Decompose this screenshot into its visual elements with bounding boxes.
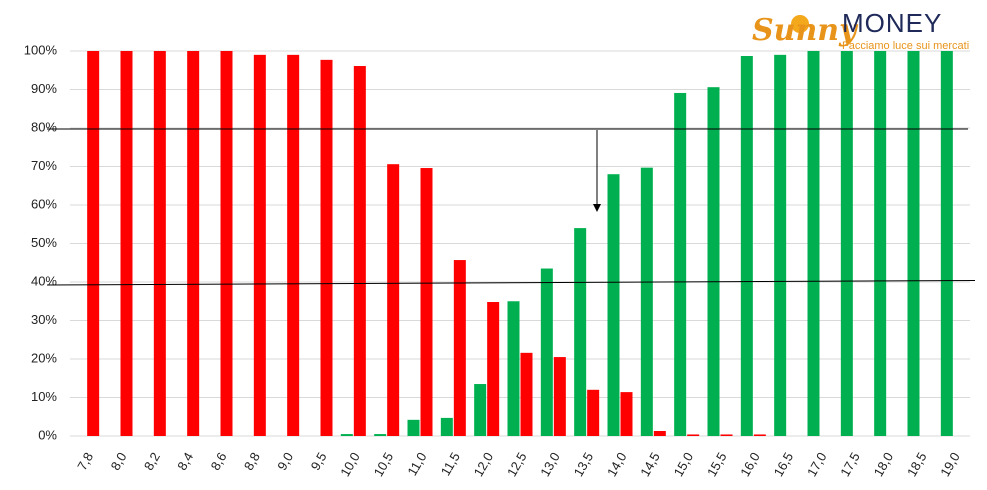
y-tick-label: 90% <box>31 81 57 96</box>
y-tick-label: 70% <box>31 158 57 173</box>
bar <box>620 392 633 436</box>
x-tick-label: 18,0 <box>871 450 897 479</box>
bar <box>507 301 520 436</box>
x-tick-label: 10,0 <box>337 450 363 479</box>
x-tick-label: 8,6 <box>208 450 230 473</box>
logo-brand: MONEY <box>842 8 942 38</box>
bar <box>120 51 133 436</box>
bar <box>587 389 600 436</box>
bar <box>387 164 400 436</box>
x-tick-label: 8,2 <box>141 450 163 473</box>
bar <box>653 430 666 436</box>
x-tick-label: 15,5 <box>704 450 730 479</box>
x-tick-label: 9,5 <box>308 450 330 473</box>
bar <box>940 51 953 436</box>
x-tick-label: 15,0 <box>671 450 697 479</box>
x-tick-label: 14,5 <box>637 450 663 479</box>
bar <box>320 59 333 436</box>
y-tick-label: 10% <box>31 389 57 404</box>
bar <box>640 167 653 436</box>
bar <box>287 54 300 436</box>
bar <box>474 384 487 436</box>
bar <box>153 51 166 436</box>
logo: Sunny MONEY Facciamo luce sui mercati <box>752 8 969 52</box>
bar <box>574 228 587 436</box>
x-tick-label: 14,0 <box>604 450 630 479</box>
bar <box>407 419 420 436</box>
bar <box>520 352 533 436</box>
x-tick-label: 18,5 <box>904 450 930 479</box>
bar <box>87 51 100 436</box>
y-tick-label: 50% <box>31 235 57 250</box>
x-tick-label: 12,0 <box>471 450 497 479</box>
y-tick-label: 30% <box>31 312 57 327</box>
bar <box>707 87 720 436</box>
x-tick-label: 8,4 <box>174 450 196 473</box>
logo-brand: Sunny <box>752 13 859 48</box>
bar <box>453 260 466 436</box>
x-tick-label: 11,0 <box>404 450 429 479</box>
bar <box>720 434 733 436</box>
y-tick-label: 80% <box>31 119 57 134</box>
bar <box>487 302 500 436</box>
arrow-head <box>593 204 601 212</box>
y-tick-label: 100% <box>24 42 58 57</box>
x-tick-label: 10,5 <box>371 450 397 479</box>
y-tick-label: 40% <box>31 273 57 288</box>
bar <box>753 434 766 436</box>
bar <box>440 417 453 436</box>
x-tick-label: 17,0 <box>804 450 830 479</box>
x-tick-label: 16,0 <box>737 450 763 479</box>
bar <box>353 66 366 436</box>
trend-line <box>46 280 976 286</box>
x-tick-label: 17,5 <box>837 450 863 479</box>
x-tick-label: 13,0 <box>537 450 563 479</box>
bar <box>774 54 787 436</box>
bar <box>540 268 553 436</box>
x-tick-label: 19,0 <box>937 450 963 479</box>
x-tick-label: 8,0 <box>108 450 130 473</box>
bar <box>874 51 887 436</box>
bar <box>374 434 387 436</box>
x-tick-label: 7,8 <box>74 450 96 473</box>
bar <box>420 168 433 437</box>
y-tick-label: 20% <box>31 350 57 365</box>
x-tick-label: 9,0 <box>274 450 296 473</box>
bar <box>607 174 620 436</box>
bar <box>187 51 200 436</box>
x-tick-label: 16,5 <box>771 450 797 479</box>
logo-tagline: Facciamo luce sui mercati <box>842 40 969 52</box>
bar <box>674 92 687 436</box>
y-tick-label: 60% <box>31 196 57 211</box>
x-tick-label: 8,8 <box>241 450 263 473</box>
bar <box>907 51 920 436</box>
bar <box>253 54 266 436</box>
bar <box>807 51 820 436</box>
logo-sun <box>791 15 809 33</box>
x-tick-label: 12,5 <box>504 450 530 479</box>
bar <box>340 434 353 436</box>
bar <box>553 357 566 436</box>
x-tick-label: 11,5 <box>438 450 463 479</box>
x-tick-label: 13,5 <box>571 450 597 479</box>
bar <box>840 51 853 436</box>
bar <box>740 56 753 436</box>
bar <box>687 434 700 436</box>
bar <box>220 51 233 436</box>
y-tick-label: 0% <box>38 427 57 442</box>
